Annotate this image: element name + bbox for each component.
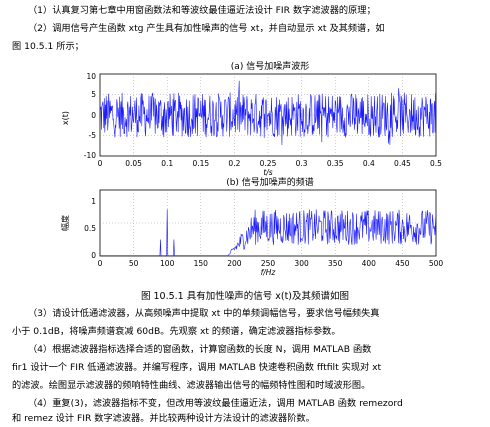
plot2-xtick: 500: [429, 259, 444, 268]
plot1-xtick: 0.2: [228, 159, 240, 168]
plot2-xtick: 450: [395, 259, 410, 268]
plot2-yticks: 1 0.5 0: [84, 197, 96, 260]
plot1-yticks: 10 5 0 -5 -10: [84, 72, 96, 160]
plot2-xtick: 150: [194, 259, 209, 268]
paragraph-2: （2）调用信号产生函数 xtg 产生具有加性噪声的信号 xt，并自动显示 xt …: [28, 23, 385, 34]
paragraph-4-cont1: fir1 设计一个 FIR 低通滤波器。并编写程序，调用 MATLAB 快速卷积…: [12, 362, 382, 373]
plot2-ytick: 0.5: [84, 224, 96, 233]
plot2-ylabel: 幅度: [60, 215, 70, 231]
plot1-xticks: 0 0.05 0.1 0.15 0.2 0.25 0.3 0.35 0.4 0.…: [98, 159, 443, 168]
plot1-xtick: 0.3: [296, 159, 308, 168]
plot1-xtick: 0.25: [260, 159, 277, 168]
paragraph-4-cont2: 的滤波。绘图显示滤波器的频响特性曲线、滤波器输出信号的幅频特性图和时域波形图。: [12, 380, 371, 391]
paragraph-3-cont: 小于 0.1dB，将噪声频谱衰减 60dB。先观察 xt 的频谱，确定滤波器指标…: [12, 326, 341, 337]
plot2-xlabel: f/Hz: [261, 268, 277, 277]
plot1-xtick: 0.1: [161, 159, 173, 168]
plot2-xtick: 300: [294, 259, 309, 268]
plot1-xtick: 0: [98, 159, 103, 168]
figure: (a) 信号加噪声波形 x(t) 10 5 0 -5 -10 0 0.05 0.…: [60, 60, 444, 277]
plot1-xtick: 0.35: [327, 159, 344, 168]
plot1-ytick: -5: [89, 131, 97, 140]
paragraph-4: （4）根据滤波器指标选择合适的窗函数，计算窗函数的长度 N，调用 MATLAB …: [28, 344, 372, 355]
plot2-grid: [100, 190, 436, 256]
plot1-xlabel: t/s: [263, 168, 272, 177]
paragraph-3: （3）请设计低通滤波器，从高频噪声中提取 xt 中的单频调幅信号，要求信号幅频失…: [28, 308, 380, 319]
plot1-xtick: 0.4: [363, 159, 375, 168]
plot1-xtick: 0.5: [430, 159, 442, 168]
plot1-xtick: 0.45: [394, 159, 411, 168]
paragraph-5: （4）重复(3)，滤波器指标不变，但改用等波纹最佳逼近法，调用 MATLAB 函…: [28, 398, 403, 409]
plot2-ytick: 0: [91, 251, 96, 260]
plot1-ytick: 10: [86, 72, 96, 81]
plot2-xticks: 0 50 100 150 200 250 300 350 400 450 500: [98, 259, 444, 268]
paragraph-5-cont: 和 remez 设计 FIR 数字滤波器。并比较两种设计方法设计的滤波器阶数。: [12, 413, 315, 424]
paragraph-2-cont: 图 10.5.1 所示；: [12, 41, 84, 52]
plot2-xtick: 0: [98, 259, 103, 268]
paragraph-1: （1）认真复习第七章中用窗函数法和等波纹最佳逼近法设计 FIR 数字滤波器的原理…: [28, 5, 376, 16]
plot1-xtick: 0.05: [125, 159, 142, 168]
plot2-xtick: 250: [261, 259, 276, 268]
plot1-xtick: 0.15: [192, 159, 209, 168]
plot1-title: (a) 信号加噪声波形: [231, 60, 309, 72]
plot1-ytick: -10: [84, 151, 96, 160]
plot1-ytick: 5: [91, 90, 96, 99]
plot2-xtick: 100: [160, 259, 175, 268]
plot2-xtick: 200: [227, 259, 242, 268]
plot1-waveform: [99, 80, 437, 146]
plot2-spectrum: [100, 209, 437, 256]
figure-caption: 图 10.5.1 具有加性噪声的信号 x(t)及其频谱如图: [140, 291, 350, 302]
plot1-ylabel: x(t): [61, 111, 70, 125]
plot2-xtick: 50: [129, 259, 139, 268]
plot2-xtick: 400: [362, 259, 377, 268]
plot1-ytick: 0: [91, 111, 96, 120]
plot2-xtick: 350: [328, 259, 343, 268]
plot2-ytick: 1: [91, 197, 96, 206]
plot2-title: (b) 信号加噪声的频谱: [226, 176, 314, 188]
